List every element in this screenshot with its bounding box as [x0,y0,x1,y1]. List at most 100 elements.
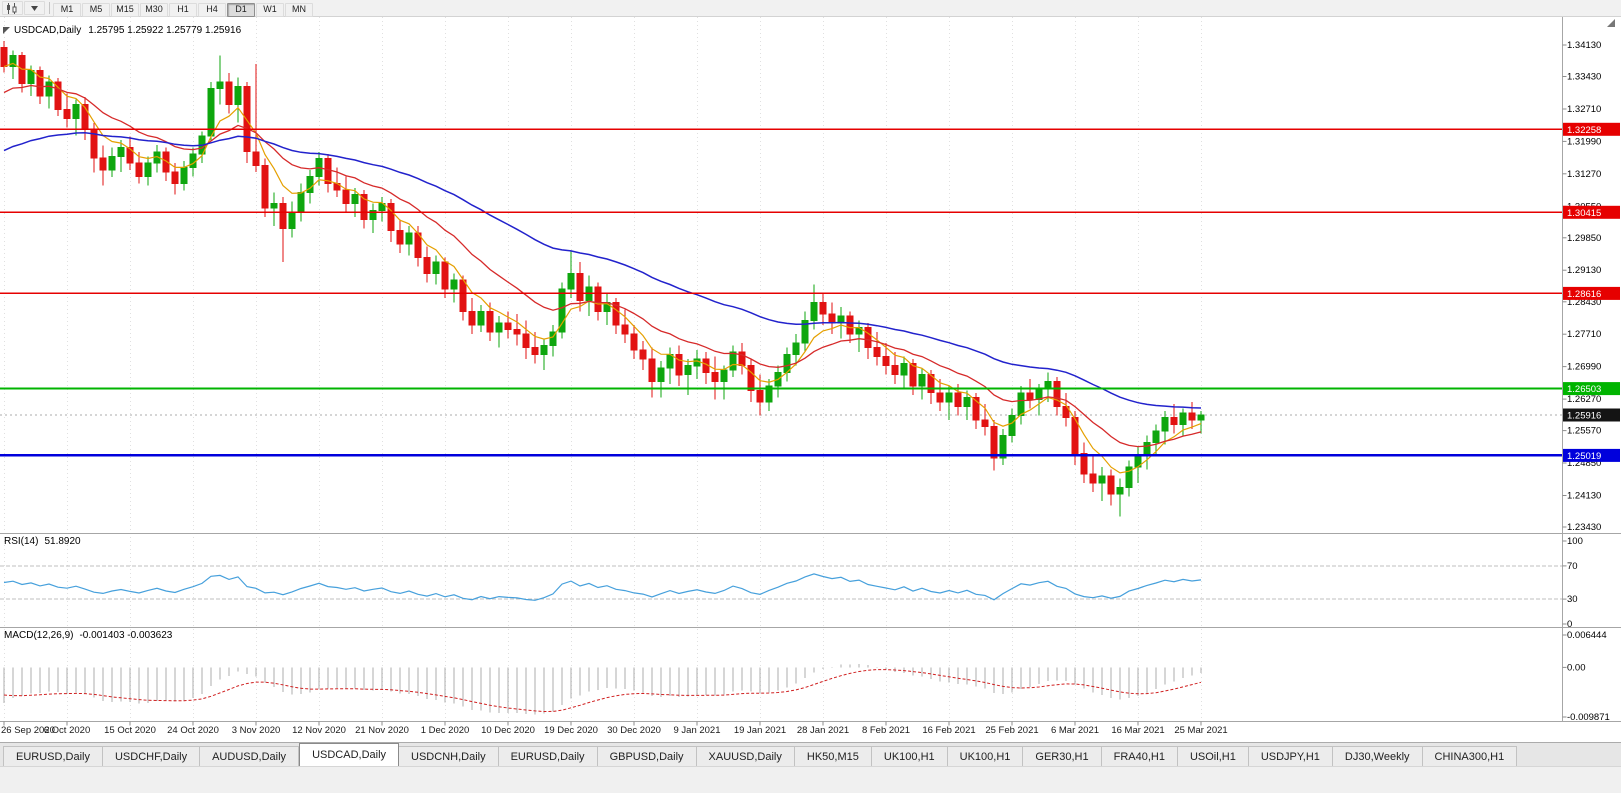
svg-text:9 Jan 2021: 9 Jan 2021 [673,725,720,736]
svg-text:19 Jan 2021: 19 Jan 2021 [734,725,786,736]
svg-text:1.32258: 1.32258 [1567,125,1601,136]
chart-tab-dj30-weekly[interactable]: DJ30,Weekly [1332,746,1423,766]
svg-text:1.29850: 1.29850 [1567,233,1601,244]
timeframe-button-h1[interactable]: H1 [169,2,197,17]
chart-stage[interactable]: 1.341301.334301.327101.319901.312701.305… [0,17,1621,742]
chart-type-dropdown-button[interactable] [24,1,45,15]
svg-text:1.25019: 1.25019 [1567,451,1601,462]
svg-text:1.29130: 1.29130 [1567,265,1601,276]
horizontal-lines-layer[interactable] [0,128,1562,457]
svg-text:1.30415: 1.30415 [1567,208,1601,219]
timeframe-button-m30[interactable]: M30 [140,2,168,17]
svg-text:1.26503: 1.26503 [1567,384,1601,395]
timeframe-button-mn[interactable]: MN [285,2,313,17]
timeframe-button-m1[interactable]: M1 [53,2,81,17]
macd-values: -0.001403 -0.003623 [79,630,173,641]
svg-text:25 Feb 2021: 25 Feb 2021 [985,725,1038,736]
svg-text:1.33430: 1.33430 [1567,72,1601,83]
svg-text:16 Feb 2021: 16 Feb 2021 [922,725,975,736]
chart-tab-hk50-m15[interactable]: HK50,M15 [794,746,872,766]
svg-text:25 Mar 2021: 25 Mar 2021 [1174,725,1227,736]
svg-text:1.26270: 1.26270 [1567,394,1601,405]
svg-text:1.28430: 1.28430 [1567,297,1601,308]
svg-text:1 Dec 2020: 1 Dec 2020 [421,725,470,736]
chart-tab-ger30-h1[interactable]: GER30,H1 [1023,746,1102,766]
svg-text:6 Oct 2020: 6 Oct 2020 [44,725,90,736]
svg-text:1.31990: 1.31990 [1567,136,1601,147]
timeframe-button-d1[interactable]: D1 [227,2,255,17]
chart-tab-gbpusd-daily[interactable]: GBPUSD,Daily [597,746,697,766]
svg-text:24 Oct 2020: 24 Oct 2020 [167,725,219,736]
macd-name: MACD(12,26,9) [4,630,74,641]
macd-signal-line [3,669,1202,713]
chart-tab-uk100-h1[interactable]: UK100,H1 [871,746,948,766]
chart-tab-usdjpy-h1[interactable]: USDJPY,H1 [1248,746,1333,766]
rsi-line [3,573,1202,601]
scroll-end-marker-icon[interactable] [1607,19,1615,27]
svg-text:70: 70 [1567,561,1578,572]
svg-text:8 Feb 2021: 8 Feb 2021 [862,725,910,736]
svg-text:1.32710: 1.32710 [1567,104,1601,115]
svg-text:1.34130: 1.34130 [1567,40,1601,51]
macd-indicator-label: MACD(12,26,9) -0.001403 -0.003623 [4,630,172,641]
svg-text:30: 30 [1567,594,1578,605]
svg-text:1.23430: 1.23430 [1567,522,1601,533]
chart-tab-usoil-h1[interactable]: USOil,H1 [1177,746,1249,766]
chart-tab-fra40-h1[interactable]: FRA40,H1 [1101,746,1178,766]
svg-text:16 Mar 2021: 16 Mar 2021 [1111,725,1164,736]
timeframe-buttons-group: M1 M5 M15 M30 H1 H4 D1 W1 MN [53,0,314,17]
svg-text:10 Dec 2020: 10 Dec 2020 [481,725,535,736]
svg-text:1.24850: 1.24850 [1567,458,1601,469]
chart-tab-usdchf-daily[interactable]: USDCHF,Daily [102,746,201,766]
svg-text:0.00: 0.00 [1567,662,1586,673]
svg-text:-0.009871: -0.009871 [1567,712,1610,723]
svg-text:1.25916: 1.25916 [1567,411,1601,422]
panel-separators [0,17,1621,722]
chart-tab-china300-h1[interactable]: CHINA300,H1 [1422,746,1518,766]
chart-tab-audusd-daily[interactable]: AUDUSD,Daily [200,746,300,766]
chart-tab-uk100-h1[interactable]: UK100,H1 [947,746,1024,766]
svg-text:1.25570: 1.25570 [1567,426,1601,437]
chart-type-button[interactable] [2,1,23,15]
svg-text:1.28616: 1.28616 [1567,289,1601,300]
status-strip [0,766,1621,793]
svg-text:26 Sep 2020: 26 Sep 2020 [1,725,55,736]
timeframe-button-w1[interactable]: W1 [256,2,284,17]
rsi-axis: 100 70 30 0 [1562,536,1583,630]
chart-info-line: USDCAD,Daily 1.25795 1.25922 1.25779 1.2… [3,25,241,36]
candles-layer [0,40,1205,517]
chart-tab-usdcnh-daily[interactable]: USDCNH,Daily [399,746,499,766]
chart-tab-eurusd-daily[interactable]: EURUSD,Daily [498,746,598,766]
chart-ohlc-values: 1.25795 1.25922 1.25779 1.25916 [88,25,242,36]
current-price-tag [1563,408,1620,422]
chart-tab-usdcad-daily[interactable]: USDCAD,Daily [299,743,400,766]
chart-tabs-bar: EURUSD,Daily USDCHF,Daily AUDUSD,Daily USDC… [0,742,1621,766]
svg-text:28 Jan 2021: 28 Jan 2021 [797,725,849,736]
svg-text:15 Oct 2020: 15 Oct 2020 [104,725,156,736]
chevron-down-icon [31,5,38,11]
svg-text:1.27710: 1.27710 [1567,329,1601,340]
toolbar-separator [49,2,50,14]
svg-text:30 Dec 2020: 30 Dec 2020 [607,725,661,736]
timeframe-toolbar: M1 M5 M15 M30 H1 H4 D1 W1 MN [0,0,1621,17]
rsi-name: RSI(14) [4,536,39,547]
svg-text:1.31270: 1.31270 [1567,169,1601,180]
svg-text:12 Nov 2020: 12 Nov 2020 [292,725,346,736]
svg-text:100: 100 [1567,536,1583,547]
chart-tab-eurusd-daily[interactable]: EURUSD,Daily [3,746,103,766]
rsi-levels [0,565,1562,600]
timeframe-button-m15[interactable]: M15 [111,2,139,17]
chart-tab-xauusd-daily[interactable]: XAUUSD,Daily [696,746,795,766]
collapse-triangle-icon [3,27,10,34]
rsi-value: 51.8920 [44,536,81,547]
ma-fast-line [3,62,1202,474]
timeframe-button-m5[interactable]: M5 [82,2,110,17]
svg-text:6 Mar 2021: 6 Mar 2021 [1051,725,1099,736]
macd-axis: 0.006444 0.00 -0.009871 [1562,630,1610,723]
ma-mid-line [3,84,1202,448]
ma-slow-line [3,132,1202,409]
timeframe-button-h4[interactable]: H4 [198,2,226,17]
svg-text:1.26990: 1.26990 [1567,362,1601,373]
